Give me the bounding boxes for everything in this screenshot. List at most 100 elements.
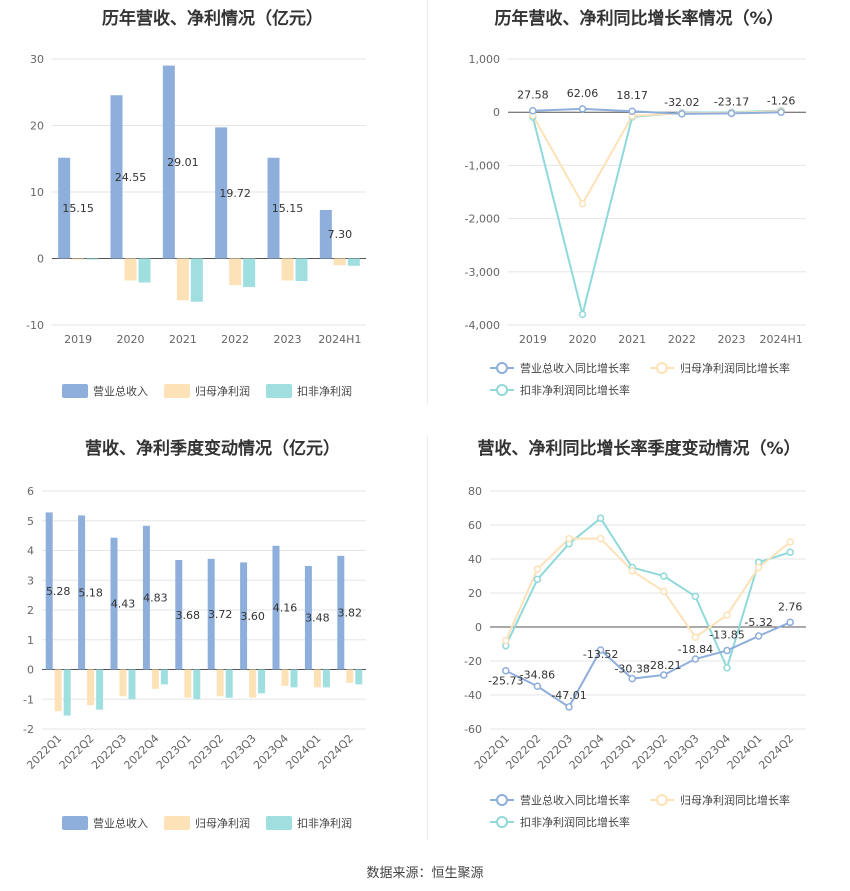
y-tick-label: 40 <box>468 553 482 566</box>
bar <box>337 555 345 670</box>
data-point <box>786 618 794 627</box>
x-tick-label: 2023Q2 <box>186 732 226 772</box>
y-tick-label: -4,000 <box>465 319 500 332</box>
y-tick-label: 30 <box>30 53 44 66</box>
data-label: 29.01 <box>167 156 199 169</box>
data-source: 数据来源：恒生聚源 <box>366 866 484 881</box>
data-point <box>754 632 763 640</box>
chart-panel-quarterly-growth: 营收、净利同比增长率季度变动情况（%） -60 -40 -20 0 20 40 60 80 20… <box>428 430 850 840</box>
y-tick-label: 6 <box>27 485 34 498</box>
y-tick-label: -20 <box>464 655 482 668</box>
bar <box>258 669 266 694</box>
data-point <box>727 109 736 118</box>
chart-panel-annual-growth: 历年营收、净利同比增长率情况（%） -4,000 -3,000 -2,000 -1,0… <box>428 0 850 410</box>
quarterly-growth-chart: -60-40-200204060802022Q12022Q22022Q32022… <box>464 485 806 829</box>
y-tick-label: 1,000 <box>469 53 501 66</box>
bar <box>119 669 127 697</box>
y-tick-label: -1,000 <box>465 159 500 172</box>
chart-title: 营收、净利季度变动情况（亿元） <box>85 439 340 459</box>
bar <box>249 669 257 698</box>
bar <box>72 258 85 260</box>
y-tick-label: -10 <box>26 319 44 332</box>
data-label: -25.73 <box>488 675 523 688</box>
y-tick-label: 0 <box>475 621 482 634</box>
bar <box>96 669 104 710</box>
x-tick-label: 2023 <box>274 333 302 346</box>
data-point <box>533 565 542 573</box>
legend-swatch <box>62 816 88 830</box>
y-tick-label: -2 <box>23 723 34 736</box>
legend-swatch <box>266 816 292 830</box>
data-label: 3.72 <box>208 608 233 621</box>
y-tick-label: 0 <box>493 106 500 119</box>
data-label: -32.02 <box>664 96 699 109</box>
y-tick-label: 0 <box>27 664 34 677</box>
data-label: -18.84 <box>678 643 713 656</box>
bar <box>175 560 183 670</box>
bar <box>319 209 332 259</box>
x-tick-label: 2022 <box>221 333 249 346</box>
bar <box>124 258 137 281</box>
data-label: 62.06 <box>567 87 599 100</box>
data-label: 15.15 <box>62 202 94 215</box>
legend-label: 扣非净利润同比增长率 <box>520 383 630 397</box>
data-point <box>691 633 700 641</box>
annual-growth-chart: -4,000 -3,000 -2,000 -1,000 0 1,000 2019 2020 20… <box>465 53 806 397</box>
bar <box>347 258 360 266</box>
chart-title: 历年营收、净利同比增长率情况（%） <box>494 9 784 29</box>
x-tick-label: 2024H1 <box>318 333 361 346</box>
data-point <box>678 110 686 118</box>
legend-swatch <box>656 362 668 374</box>
series-line <box>505 621 791 709</box>
data-label: 18.17 <box>616 89 648 102</box>
data-label: -1.26 <box>767 94 795 107</box>
bar <box>142 525 150 670</box>
legend-label: 营业总收入 <box>93 816 148 830</box>
data-label: 3.82 <box>338 607 363 620</box>
chart-panel-quarterly-revenue: 营收、净利季度变动情况（亿元） -2 -1 0 1 2 3 4 5 6 2022Q1 2022Q2 2… <box>0 430 425 840</box>
data-point <box>691 592 700 601</box>
annual-revenue-chart: -10 0 10 20 30 2019 2020 2021 2022 2023 2024H1 15.1… <box>26 53 366 398</box>
legend-label: 归母净利润同比增长率 <box>680 793 790 807</box>
series-line <box>504 537 791 642</box>
bar <box>346 669 354 683</box>
data-label: -47.01 <box>551 689 586 702</box>
x-tick-label: 2023Q3 <box>219 732 259 772</box>
legend-label: 营业总收入 <box>93 384 148 398</box>
data-point <box>723 611 731 619</box>
y-tick-label: 20 <box>30 120 44 133</box>
bar <box>151 669 159 689</box>
data-point <box>628 567 636 575</box>
chart-title: 历年营收、净利情况（亿元） <box>102 9 323 29</box>
y-tick-label: 60 <box>468 519 482 532</box>
y-tick-label: -3,000 <box>465 266 500 279</box>
data-label: 24.55 <box>115 171 147 184</box>
series-line <box>531 110 782 206</box>
legend-label: 归母净利润 <box>195 816 250 830</box>
y-tick-label: 4 <box>27 545 34 558</box>
data-point <box>578 199 587 208</box>
bar <box>295 258 308 282</box>
data-label: -28.21 <box>646 659 681 672</box>
data-point <box>786 538 794 546</box>
bar <box>184 669 192 698</box>
x-tick-label: 2024Q2 <box>316 732 356 772</box>
x-tick-label: 2022Q2 <box>57 732 97 772</box>
bar <box>190 258 203 302</box>
bar <box>160 669 168 685</box>
legend-label: 扣非净利润同比增长率 <box>520 815 630 829</box>
x-tick-label: 2021 <box>169 333 197 346</box>
legend-label: 营业总收入同比增长率 <box>520 361 630 375</box>
bar <box>313 669 321 688</box>
data-point <box>660 572 668 580</box>
y-tick-label: -60 <box>464 723 482 736</box>
y-tick-label: 3 <box>27 574 34 587</box>
x-tick-label: 2021 <box>618 333 646 346</box>
data-label: 3.68 <box>176 609 201 622</box>
data-point <box>660 671 668 679</box>
y-tick-label: -1 <box>23 693 34 706</box>
data-point <box>596 514 605 522</box>
bar <box>281 258 294 281</box>
legend-swatch <box>164 384 190 398</box>
legend-swatch <box>266 384 292 398</box>
